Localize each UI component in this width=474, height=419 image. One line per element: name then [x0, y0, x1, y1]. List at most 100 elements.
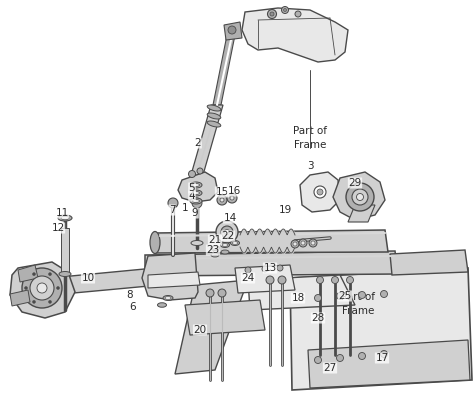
Circle shape: [337, 354, 344, 362]
Polygon shape: [290, 268, 472, 390]
Polygon shape: [155, 230, 388, 253]
Circle shape: [216, 221, 238, 243]
Circle shape: [315, 295, 321, 302]
Circle shape: [317, 189, 323, 195]
Ellipse shape: [163, 295, 173, 300]
Circle shape: [218, 289, 226, 297]
Circle shape: [270, 12, 274, 16]
Text: 7: 7: [169, 205, 175, 215]
Text: 16: 16: [228, 186, 241, 196]
Circle shape: [278, 276, 286, 284]
Circle shape: [221, 226, 233, 238]
Ellipse shape: [210, 246, 219, 251]
Circle shape: [277, 265, 283, 271]
Polygon shape: [191, 105, 223, 175]
Text: 4: 4: [189, 191, 195, 201]
Ellipse shape: [61, 216, 69, 220]
Ellipse shape: [207, 121, 221, 127]
Circle shape: [337, 292, 344, 300]
Text: 24: 24: [241, 273, 255, 283]
Circle shape: [315, 357, 321, 364]
Text: 21: 21: [209, 235, 222, 245]
Ellipse shape: [191, 241, 203, 246]
Polygon shape: [248, 275, 355, 310]
Text: 1: 1: [182, 203, 188, 213]
Circle shape: [37, 283, 47, 293]
Ellipse shape: [58, 215, 72, 221]
Ellipse shape: [220, 243, 229, 248]
Text: 25: 25: [338, 291, 352, 301]
Circle shape: [228, 26, 236, 34]
Text: 15: 15: [215, 187, 228, 197]
Circle shape: [33, 273, 36, 276]
Circle shape: [197, 168, 203, 174]
Polygon shape: [213, 35, 235, 105]
Polygon shape: [145, 251, 398, 276]
Circle shape: [206, 289, 214, 297]
Text: 20: 20: [193, 325, 207, 335]
Polygon shape: [348, 205, 375, 222]
Polygon shape: [333, 172, 385, 220]
Ellipse shape: [230, 241, 239, 246]
Circle shape: [314, 186, 326, 198]
Circle shape: [381, 290, 388, 297]
Polygon shape: [175, 280, 248, 374]
Circle shape: [346, 183, 374, 211]
Text: 14: 14: [223, 213, 237, 223]
Text: 29: 29: [348, 178, 362, 188]
Text: Part of
Frame: Part of Frame: [341, 292, 375, 316]
Circle shape: [283, 8, 286, 11]
Ellipse shape: [190, 190, 202, 196]
Circle shape: [309, 239, 317, 247]
Circle shape: [358, 352, 365, 360]
Circle shape: [358, 292, 365, 298]
Circle shape: [56, 287, 60, 290]
Circle shape: [33, 300, 36, 303]
Text: 27: 27: [323, 363, 337, 373]
Circle shape: [22, 268, 62, 308]
Circle shape: [217, 195, 227, 205]
Text: 2: 2: [195, 138, 201, 148]
Circle shape: [230, 196, 234, 200]
Ellipse shape: [190, 198, 202, 204]
Polygon shape: [50, 268, 160, 295]
Polygon shape: [61, 228, 69, 272]
Circle shape: [381, 351, 388, 357]
Polygon shape: [224, 22, 242, 40]
Text: 17: 17: [375, 353, 389, 363]
Polygon shape: [185, 300, 265, 335]
Polygon shape: [10, 290, 30, 306]
Text: 3: 3: [307, 161, 313, 171]
Text: Part of
Frame: Part of Frame: [293, 127, 327, 150]
Text: 19: 19: [278, 205, 292, 215]
Ellipse shape: [165, 297, 171, 300]
Circle shape: [227, 193, 237, 203]
Ellipse shape: [190, 182, 202, 188]
Text: 6: 6: [130, 302, 137, 312]
Text: 18: 18: [292, 293, 305, 303]
Circle shape: [346, 277, 354, 284]
Ellipse shape: [207, 105, 221, 111]
Ellipse shape: [212, 246, 218, 249]
Ellipse shape: [157, 303, 166, 307]
Circle shape: [295, 11, 301, 17]
Circle shape: [25, 287, 27, 290]
Ellipse shape: [192, 184, 200, 186]
Text: 11: 11: [55, 208, 69, 218]
Text: 9: 9: [191, 208, 198, 218]
Polygon shape: [300, 172, 340, 212]
Circle shape: [189, 171, 195, 178]
Circle shape: [356, 194, 364, 201]
Circle shape: [48, 300, 52, 303]
Circle shape: [299, 239, 307, 247]
Circle shape: [331, 277, 338, 284]
Circle shape: [282, 7, 289, 13]
Ellipse shape: [222, 243, 228, 246]
Ellipse shape: [59, 272, 71, 277]
Text: 23: 23: [206, 245, 219, 255]
Text: 5: 5: [189, 183, 195, 193]
Polygon shape: [142, 253, 198, 300]
Ellipse shape: [211, 253, 219, 257]
Circle shape: [317, 277, 323, 284]
Circle shape: [266, 276, 274, 284]
